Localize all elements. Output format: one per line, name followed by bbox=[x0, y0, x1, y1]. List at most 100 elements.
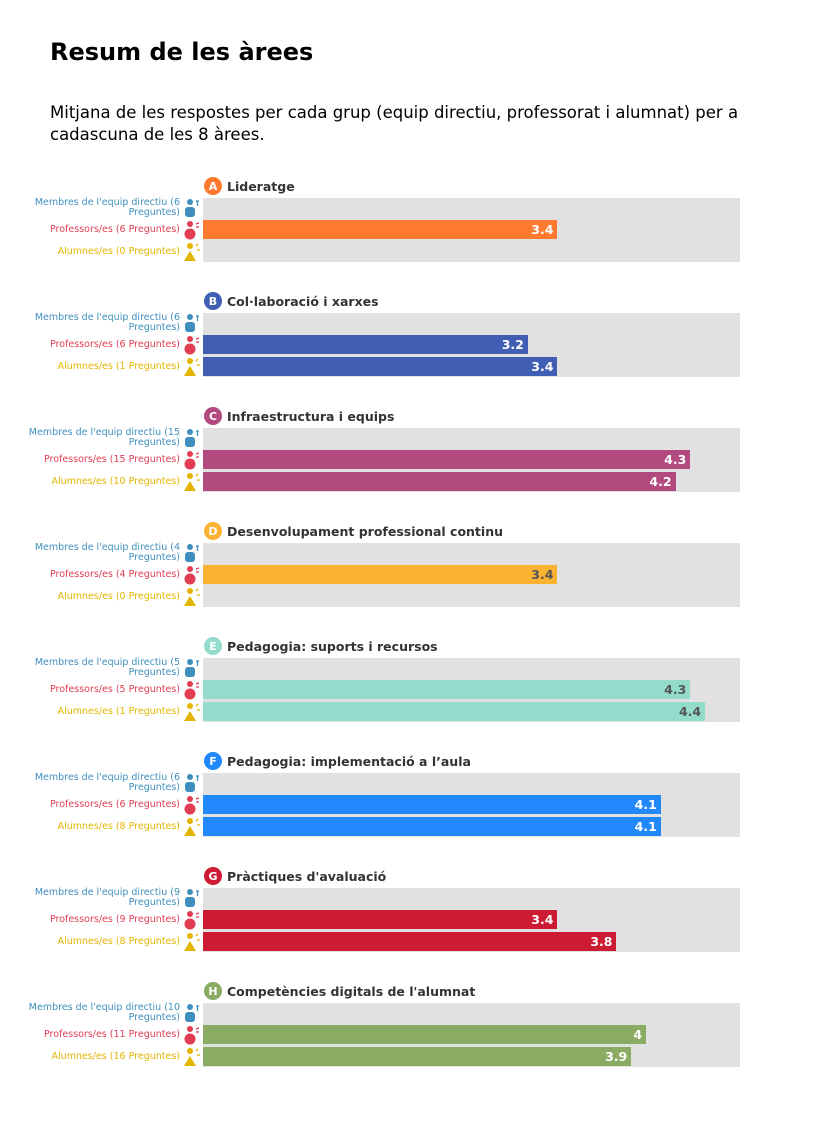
bar-value-label: 4.3 bbox=[664, 452, 687, 467]
student-person-icon bbox=[184, 703, 200, 721]
student-person-icon bbox=[184, 473, 200, 491]
bar-value-label: 4.1 bbox=[634, 797, 657, 812]
category-label: Professors/es (4 Preguntes) bbox=[49, 568, 180, 580]
bar: 3.4 bbox=[203, 357, 558, 376]
area-letter-badge: H bbox=[204, 982, 222, 1000]
bar-value-label: 4.1 bbox=[634, 819, 657, 834]
bar-value-label: 3.4 bbox=[531, 567, 554, 582]
area-letter-badge: G bbox=[204, 867, 222, 885]
teacher-person-icon bbox=[184, 911, 200, 930]
page-title: Resum de les àrees bbox=[50, 38, 314, 66]
area-section: F Pedagogia: implementació a l’aula Membre… bbox=[0, 752, 825, 852]
bar: 4 bbox=[203, 1025, 647, 1044]
student-person-icon bbox=[184, 358, 200, 376]
student-person-icon bbox=[184, 818, 200, 836]
category-label: Membres de l'equip directiu (9 Preguntes… bbox=[34, 886, 180, 908]
area-title: Desenvolupament professional continu bbox=[227, 523, 503, 539]
teacher-person-icon bbox=[184, 221, 200, 240]
area-letter-badge: A bbox=[204, 177, 222, 195]
bar-value-label: 3.9 bbox=[605, 1049, 628, 1064]
category-label: Alumnes/es (10 Preguntes) bbox=[51, 475, 180, 487]
bar-value-label: 3.8 bbox=[590, 934, 613, 949]
category-label: Membres de l'equip directiu (6 Preguntes… bbox=[34, 196, 180, 218]
category-label: Membres de l'equip directiu (6 Preguntes… bbox=[34, 771, 180, 793]
category-label: Alumnes/es (16 Preguntes) bbox=[51, 1050, 180, 1062]
teacher-person-icon bbox=[184, 451, 200, 470]
area-header: E Pedagogia: suports i recursos bbox=[204, 637, 438, 655]
category-label: Membres de l'equip directiu (15 Pregunte… bbox=[28, 426, 180, 448]
leader-person-icon bbox=[185, 544, 199, 562]
category-label: Membres de l'equip directiu (6 Preguntes… bbox=[34, 311, 180, 333]
area-title: Infraestructura i equips bbox=[227, 408, 395, 424]
teacher-person-icon bbox=[184, 336, 200, 355]
bar: 4.1 bbox=[203, 795, 661, 814]
category-label: Membres de l'equip directiu (10 Pregunte… bbox=[28, 1001, 180, 1023]
leader-person-icon bbox=[185, 429, 199, 447]
area-letter-badge: D bbox=[204, 522, 222, 540]
area-section: D Desenvolupament professional continu Mem… bbox=[0, 522, 825, 622]
category-label: Alumnes/es (1 Preguntes) bbox=[57, 705, 180, 717]
leader-person-icon bbox=[185, 314, 199, 332]
area-letter-badge: B bbox=[204, 292, 222, 310]
area-title: Competències digitals de l'alumnat bbox=[227, 983, 476, 999]
leader-person-icon bbox=[185, 659, 199, 677]
leader-person-icon bbox=[185, 889, 199, 907]
area-header: G Pràctiques d'avaluació bbox=[204, 867, 386, 885]
category-label: Professors/es (5 Preguntes) bbox=[49, 683, 180, 695]
bar-value-label: 3.2 bbox=[501, 337, 524, 352]
category-label: Professors/es (11 Preguntes) bbox=[43, 1028, 180, 1040]
bar-value-label: 3.4 bbox=[531, 912, 554, 927]
category-label: Membres de l'equip directiu (5 Preguntes… bbox=[34, 656, 180, 678]
bar: 3.4 bbox=[203, 220, 558, 239]
student-person-icon bbox=[184, 933, 200, 951]
bar-value-label: 3.4 bbox=[531, 222, 554, 237]
area-section: H Competències digitals de l'alumnat Membr… bbox=[0, 982, 825, 1082]
teacher-person-icon bbox=[184, 681, 200, 700]
category-label: Alumnes/es (0 Preguntes) bbox=[57, 245, 180, 257]
leader-person-icon bbox=[185, 774, 199, 792]
bar: 4.4 bbox=[203, 702, 706, 721]
area-letter-badge: F bbox=[204, 752, 222, 770]
bar: 4.3 bbox=[203, 680, 691, 699]
student-person-icon bbox=[184, 588, 200, 606]
area-section: A Lideratge Membres de l'equip directiu (6… bbox=[0, 177, 825, 277]
area-header: B Col·laboració i xarxes bbox=[204, 292, 379, 310]
area-section: E Pedagogia: suports i recursos Membres de… bbox=[0, 637, 825, 737]
category-label: Alumnes/es (8 Preguntes) bbox=[57, 820, 180, 832]
area-header: A Lideratge bbox=[204, 177, 295, 195]
leader-person-icon bbox=[185, 1004, 199, 1022]
category-label: Alumnes/es (1 Preguntes) bbox=[57, 360, 180, 372]
area-header: C Infraestructura i equips bbox=[204, 407, 394, 425]
area-header: D Desenvolupament professional continu bbox=[204, 522, 503, 540]
category-label: Professors/es (6 Preguntes) bbox=[49, 798, 180, 810]
area-header: H Competències digitals de l'alumnat bbox=[204, 982, 475, 1000]
bar: 3.4 bbox=[203, 565, 558, 584]
category-label: Professors/es (6 Preguntes) bbox=[49, 223, 180, 235]
area-title: Lideratge bbox=[227, 178, 295, 194]
area-letter-badge: C bbox=[204, 407, 222, 425]
student-person-icon bbox=[184, 243, 200, 261]
student-person-icon bbox=[184, 1048, 200, 1066]
bar: 4.2 bbox=[203, 472, 676, 491]
bar-value-label: 4.4 bbox=[678, 704, 702, 719]
bar-value-label: 4 bbox=[633, 1027, 643, 1042]
teacher-person-icon bbox=[184, 566, 200, 585]
bar: 3.9 bbox=[203, 1047, 632, 1066]
category-label: Professors/es (9 Preguntes) bbox=[49, 913, 180, 925]
leader-person-icon bbox=[185, 199, 199, 217]
category-label: Professors/es (15 Preguntes) bbox=[43, 453, 180, 465]
area-section: G Pràctiques d'avaluació Membres de l'equi… bbox=[0, 867, 825, 967]
teacher-person-icon bbox=[184, 1026, 200, 1045]
category-label: Alumnes/es (8 Preguntes) bbox=[57, 935, 180, 947]
bar-value-label: 4.3 bbox=[664, 682, 687, 697]
area-title: Col·laboració i xarxes bbox=[227, 293, 379, 309]
bar: 3.8 bbox=[203, 932, 617, 951]
area-title: Pedagogia: implementació a l’aula bbox=[227, 753, 471, 769]
area-title: Pedagogia: suports i recursos bbox=[227, 638, 438, 654]
area-section: B Col·laboració i xarxes Membres de l'equi… bbox=[0, 292, 825, 392]
bar: 4.1 bbox=[203, 817, 661, 836]
area-header: F Pedagogia: implementació a l’aula bbox=[204, 752, 471, 770]
category-label: Membres de l'equip directiu (4 Preguntes… bbox=[34, 541, 180, 563]
bar: 3.2 bbox=[203, 335, 528, 354]
category-label: Professors/es (6 Preguntes) bbox=[49, 338, 180, 350]
